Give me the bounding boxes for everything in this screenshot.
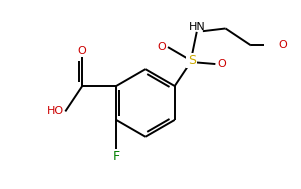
- Text: O: O: [278, 40, 287, 50]
- Text: O: O: [157, 42, 166, 52]
- Text: O: O: [78, 46, 87, 56]
- Text: HN: HN: [188, 22, 205, 32]
- Text: O: O: [217, 59, 226, 69]
- Text: S: S: [188, 54, 196, 67]
- Text: F: F: [113, 150, 120, 163]
- Text: HO: HO: [46, 106, 64, 116]
